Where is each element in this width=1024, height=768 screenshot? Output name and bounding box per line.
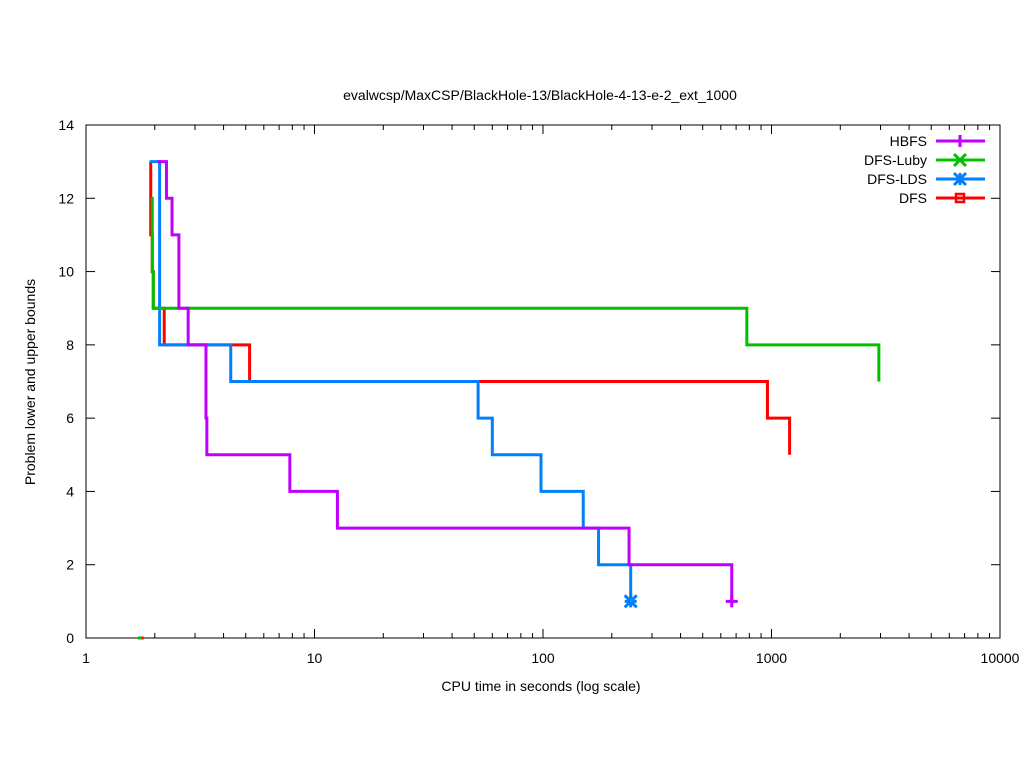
legend-label: DFS bbox=[899, 190, 927, 206]
legend-item-dfs-lds: DFS-LDS bbox=[867, 171, 985, 187]
series-hbfs bbox=[157, 160, 738, 608]
y-axis-label: Problem lower and upper bounds bbox=[22, 279, 38, 485]
legend-item-dfs: DFS bbox=[899, 190, 985, 206]
x-axis-label: CPU time in seconds (log scale) bbox=[441, 678, 640, 694]
series-line-dfs-luby bbox=[150, 196, 881, 382]
legend-marker-hbfs bbox=[954, 135, 966, 147]
x-tick-label: 1000 bbox=[756, 650, 787, 666]
y-tick-label: 2 bbox=[66, 557, 74, 573]
y-tick-label: 12 bbox=[58, 190, 74, 206]
y-tick-label: 6 bbox=[66, 410, 74, 426]
x-tick-label: 100 bbox=[531, 650, 555, 666]
end-marker-dfs-lds bbox=[623, 594, 638, 609]
legend-label: HBFS bbox=[890, 133, 927, 149]
y-tick-label: 14 bbox=[58, 117, 74, 133]
y-ticks: 0 2 4 6 8 10 12 14 bbox=[58, 117, 1000, 646]
series-dfs-lds bbox=[149, 160, 638, 609]
y-tick-label: 8 bbox=[66, 337, 74, 353]
x-ticks: 1 10 100 1000 10000 bbox=[82, 125, 1020, 666]
series-line-hbfs bbox=[157, 160, 734, 602]
legend-marker-dfs-luby bbox=[952, 152, 968, 168]
legend-marker-dfs-lds bbox=[952, 171, 968, 187]
x-tick-label: 10000 bbox=[981, 650, 1020, 666]
y-tick-label: 10 bbox=[58, 264, 74, 280]
x-tick-label: 1 bbox=[82, 650, 90, 666]
legend-item-dfs-luby: DFS-Luby bbox=[864, 152, 985, 168]
end-marker-hbfs bbox=[725, 595, 738, 608]
series-group bbox=[137, 160, 881, 640]
series-dfs-luby bbox=[150, 196, 881, 382]
point-dfs-luby bbox=[137, 636, 142, 640]
y-tick-label: 4 bbox=[66, 483, 74, 499]
legend-label: DFS-Luby bbox=[864, 152, 927, 168]
legend: HBFS DFS-Luby DFS-LDS DFS bbox=[864, 133, 985, 206]
legend-marker-dfs bbox=[954, 192, 966, 204]
legend-item-hbfs: HBFS bbox=[890, 133, 985, 149]
legend-label: DFS-LDS bbox=[867, 171, 927, 187]
y-tick-label: 0 bbox=[66, 630, 74, 646]
chart-title: evalwcsp/MaxCSP/BlackHole-13/BlackHole-4… bbox=[343, 87, 737, 103]
x-tick-label: 10 bbox=[307, 650, 323, 666]
